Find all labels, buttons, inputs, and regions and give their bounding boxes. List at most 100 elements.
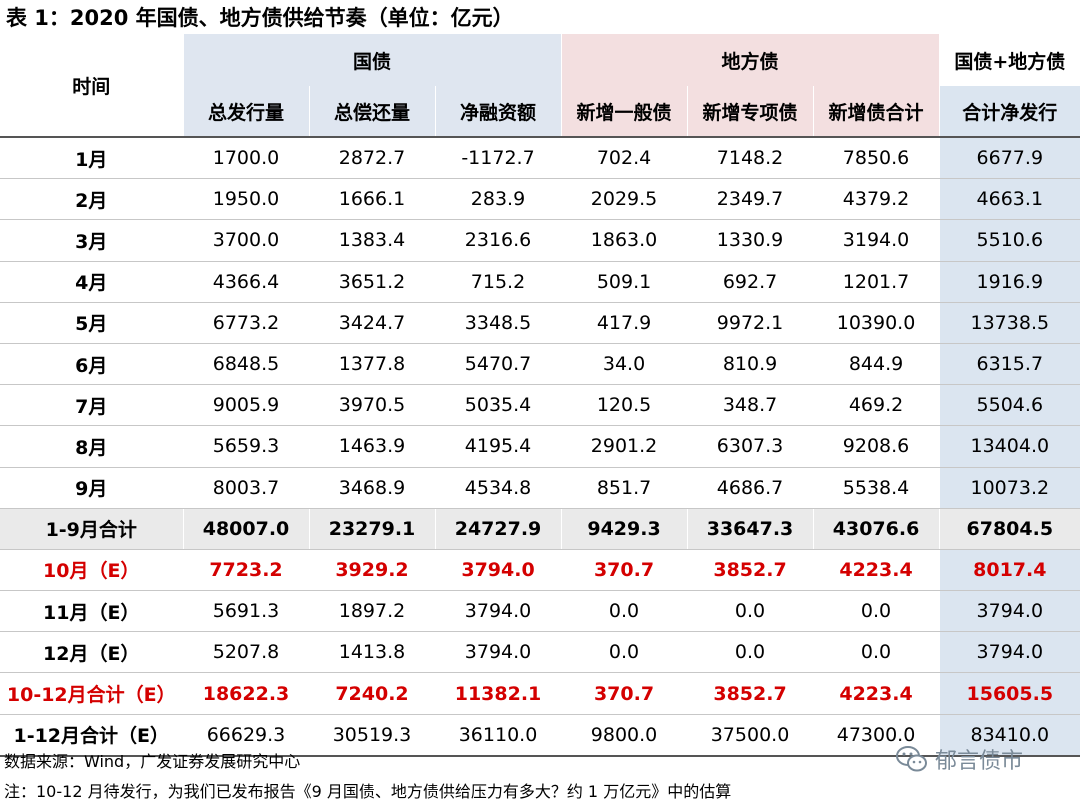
table-cell: 4663.1 [938,178,1080,221]
table-cell: 1383.4 [308,219,435,262]
header-col-net-total: 合计净发行 [938,86,1080,138]
table-cell: 3794.0 [434,590,562,633]
table-cell: 3348.5 [434,302,562,344]
header-group-guo: 国债 [182,34,562,86]
table-cell: 3852.7 [686,549,814,592]
table-cell: 1666.1 [308,178,435,221]
table-cell: -1172.7 [434,137,562,180]
table-row: 2月 1950.0 1666.1 283.9 2029.5 2349.7 4379.2 466… [0,178,1080,221]
table-cell: 1201.7 [812,261,940,303]
header-col-general: 新增一般债 [560,86,688,138]
row-label: 5月 [0,302,183,344]
row-label: 4月 [0,261,183,303]
table-cell: 11382.1 [434,672,562,715]
source-note: 数据来源：Wind，广发证券发展研究中心 [4,752,301,771]
header-col-repay: 总偿还量 [308,86,435,138]
watermark: 郁言债市 [895,742,1023,776]
table-cell: 370.7 [560,549,688,592]
table-cell: 0.0 [812,631,940,674]
row-label: 7月 [0,384,183,427]
table-cell: 348.7 [686,384,814,427]
table-row: 6月 6848.5 1377.8 5470.7 34.0 810.9 844.9 6315.7 [0,343,1080,386]
row-label: 10月（E） [0,549,183,592]
table-cell: 7850.6 [812,137,940,180]
table-cell: 3794.0 [938,631,1080,674]
table-cell: 1863.0 [560,219,688,262]
table-cell: 36110.0 [434,714,562,757]
table-cell: 5691.3 [182,590,309,633]
table-cell: 417.9 [560,302,688,344]
table-row: 7月 9005.9 3970.5 5035.4 120.5 348.7 469.2 5504.… [0,384,1080,427]
table-row: 4月 4366.4 3651.2 715.2 509.1 692.7 1201.7 1916.… [0,261,1080,303]
header-group-total: 国债+地方债 [938,34,1080,86]
table-cell: 3794.0 [434,631,562,674]
bond-supply-table: 时间 国债 地方债 国债+地方债 总发行量 总偿还量 净融资额 新增一般债 新增… [0,34,1080,757]
table-cell: 5504.6 [938,384,1080,427]
row-label: 1-12月合计（E） [0,714,183,757]
table-cell: 6848.5 [182,343,309,386]
table-cell: 5207.8 [182,631,309,674]
table-cell: 5470.7 [434,343,562,386]
row-label: 9月 [0,467,183,509]
table-cell: 851.7 [560,467,688,509]
table-cell: 0.0 [812,590,940,633]
table-row: 3月 3700.0 1383.4 2316.6 1863.0 1330.9 3194.0 55… [0,219,1080,262]
table-row: 11月（E） 5691.3 1897.2 3794.0 0.0 0.0 0.0 3794.0 [0,590,1080,633]
row-label: 1-9月合计 [0,508,183,550]
table-cell: 9800.0 [560,714,688,757]
table-cell: 1330.9 [686,219,814,262]
table-cell: 692.7 [686,261,814,303]
header-col-special: 新增专项债 [686,86,814,138]
table-cell: 9972.1 [686,302,814,344]
table-cell: 7240.2 [308,672,435,715]
table-cell: 2029.5 [560,178,688,221]
table-cell: 844.9 [812,343,940,386]
table-cell: 18622.3 [182,672,309,715]
table-cell: 6315.7 [938,343,1080,386]
table-cell: 4223.4 [812,672,940,715]
table-row: 5月 6773.2 3424.7 3348.5 417.9 9972.1 10390.0 13… [0,302,1080,344]
table-cell: 370.7 [560,672,688,715]
table-cell: 3852.7 [686,672,814,715]
table-cell: 7723.2 [182,549,309,592]
table-cell: 702.4 [560,137,688,180]
table-cell: 5538.4 [812,467,940,509]
header-col-net: 净融资额 [434,86,562,138]
table-cell: 3970.5 [308,384,435,427]
table-cell: 6677.9 [938,137,1080,180]
table-cell: 43076.6 [812,508,940,550]
table-cell: 33647.3 [686,508,814,550]
table-cell: 4379.2 [812,178,940,221]
table-cell: 37500.0 [686,714,814,757]
table-cell: 469.2 [812,384,940,427]
table-cell: 3929.2 [308,549,435,592]
table-cell: 24727.9 [434,508,562,550]
table-cell: 4195.4 [434,425,562,468]
table-cell: 8017.4 [938,549,1080,592]
row-label: 6月 [0,343,183,386]
table-cell: 48007.0 [182,508,309,550]
table-row: 12月（E） 5207.8 1413.8 3794.0 0.0 0.0 0.0 3794.0 [0,631,1080,674]
wechat-icon [896,746,927,772]
row-label: 2月 [0,178,183,221]
table-cell: 13738.5 [938,302,1080,344]
table-cell: 120.5 [560,384,688,427]
table-cell: 4686.7 [686,467,814,509]
table-row: 10月（E） 7723.2 3929.2 3794.0 370.7 3852.7 4223.… [0,549,1080,592]
table-cell: 509.1 [560,261,688,303]
table-cell: 23279.1 [308,508,435,550]
table-cell: 283.9 [434,178,562,221]
table-cell: 3424.7 [308,302,435,344]
row-label: 1月 [0,137,183,180]
table-row: 1-12月合计（E） 66629.3 30519.3 36110.0 9800.0 375… [0,714,1080,757]
row-label: 10-12月合计（E） [0,672,183,715]
row-label: 3月 [0,219,183,262]
table-cell: 1377.8 [308,343,435,386]
row-label: 12月（E） [0,631,183,674]
table-cell: 1916.9 [938,261,1080,303]
table-cell: 3700.0 [182,219,309,262]
table-cell: 9429.3 [560,508,688,550]
table-cell: 810.9 [686,343,814,386]
table-cell: 1897.2 [308,590,435,633]
table-cell: 3794.0 [434,549,562,592]
